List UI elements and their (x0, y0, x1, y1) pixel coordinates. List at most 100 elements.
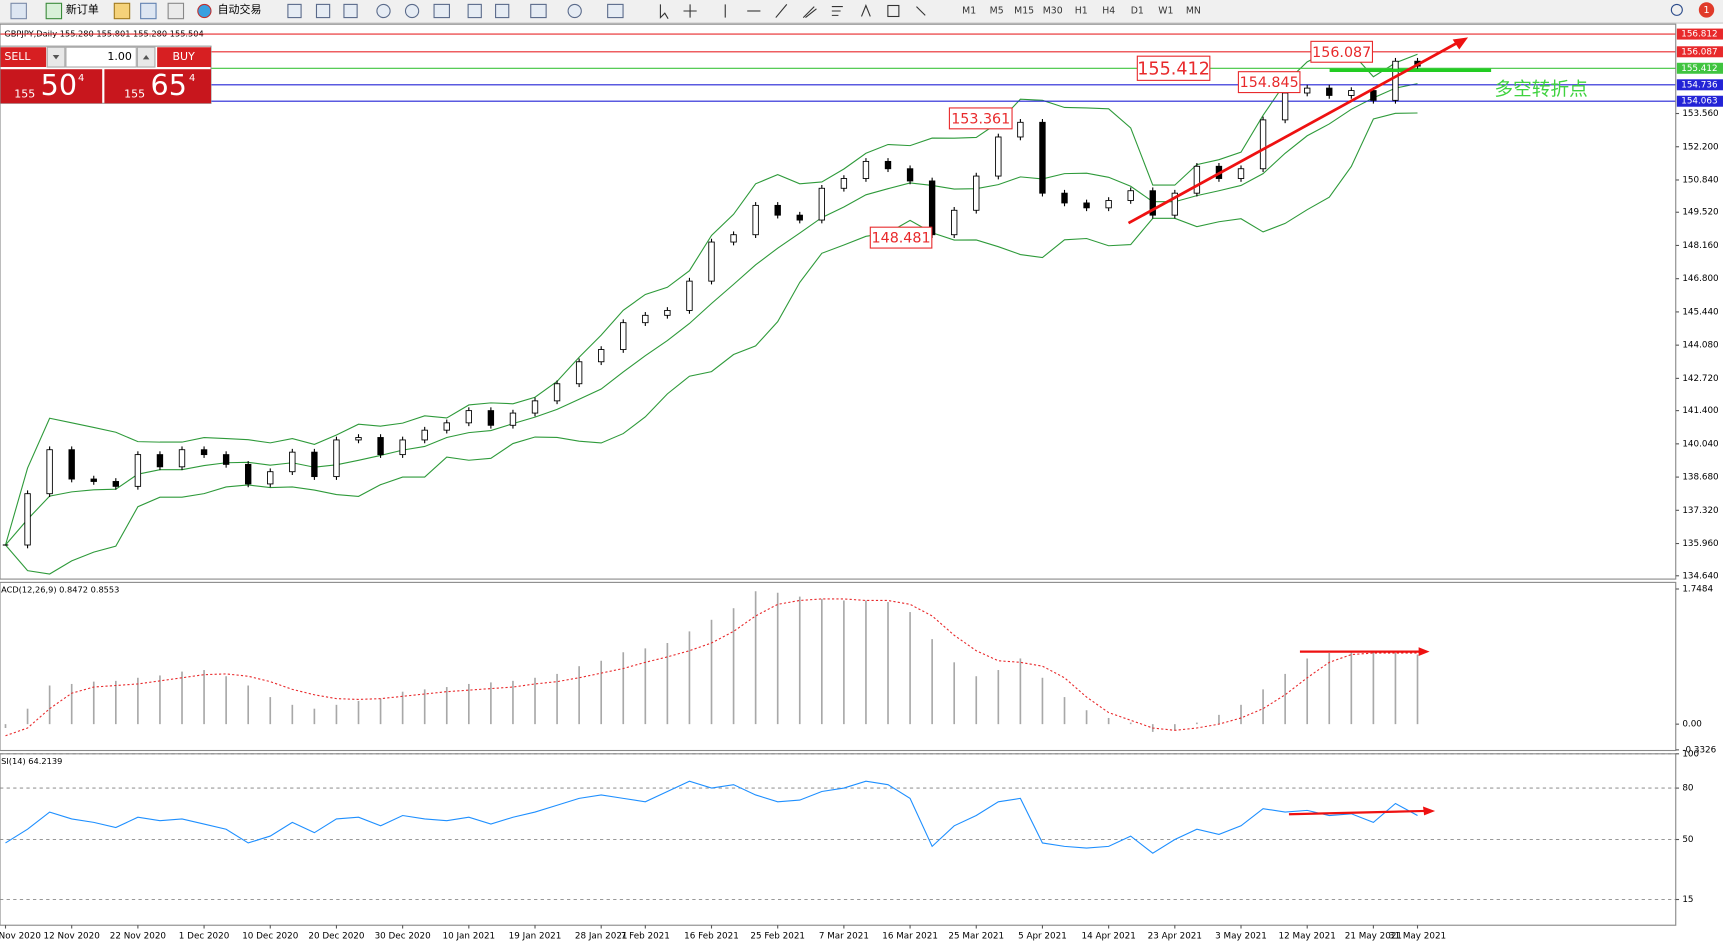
timeframe-button[interactable]: H4 (1102, 5, 1115, 16)
candle (1193, 165, 1201, 194)
candle (1149, 190, 1156, 216)
macd-frame (0, 581, 1677, 752)
candle (421, 429, 428, 441)
chart-bg (0, 24, 1676, 945)
icon-button[interactable] (467, 3, 482, 19)
timeframe-button[interactable]: M30 (1043, 5, 1063, 16)
timeframe-button[interactable]: H1 (1075, 5, 1088, 16)
indicators[interactable] (530, 3, 547, 19)
toolbar-bg (0, 0, 1723, 24)
sell-button[interactable] (0, 47, 47, 68)
channel[interactable] (802, 6, 817, 19)
candle (1259, 119, 1267, 170)
lots-input[interactable] (65, 46, 137, 68)
notification-badge[interactable] (1698, 2, 1715, 18)
candle (311, 451, 318, 478)
timeframe-button[interactable]: MN (1186, 5, 1201, 16)
timeframe-button[interactable]: W1 (1158, 5, 1173, 16)
level-tag (1676, 79, 1723, 91)
icon-button[interactable] (287, 3, 302, 19)
candle (68, 449, 75, 480)
fibo[interactable] (831, 6, 843, 16)
callout-box (1136, 55, 1211, 81)
auto-trading-button[interactable]: 自动交易 (218, 2, 262, 16)
new-order-icon[interactable] (45, 2, 63, 20)
candle (333, 439, 340, 478)
zoom-in[interactable] (376, 3, 391, 19)
y-tick-label: 149.520 (1682, 208, 1718, 218)
x-tick-label: 19 Jan 2021 (509, 932, 562, 942)
lots-value[interactable]: 1.00 (107, 50, 131, 63)
y-tick-label: 0.00 (1682, 720, 1702, 730)
x-tick-label: 7 Mar 2021 (819, 932, 869, 942)
x-tick-label: 28 Jan 2021 (575, 932, 628, 942)
icon-button[interactable] (10, 2, 27, 20)
buy-button[interactable] (157, 47, 211, 68)
bid-box[interactable] (0, 69, 103, 104)
new-order-button[interactable]: 新订单 (66, 2, 99, 16)
sell-label[interactable]: SELL (4, 50, 31, 63)
signal-line (5, 598, 1418, 737)
icon-button[interactable] (113, 2, 131, 20)
candle (1039, 121, 1046, 194)
candle (222, 454, 230, 465)
x-tick-label: 3 May 2021 (1215, 932, 1267, 942)
ask-pips: 65 (151, 68, 187, 102)
search-icon[interactable] (1670, 3, 1683, 16)
cursor[interactable] (659, 4, 669, 19)
candle (1304, 87, 1311, 94)
timeframe-button[interactable]: D1 (1131, 5, 1144, 16)
periods[interactable] (567, 3, 582, 19)
x-tick-label: 21 May 2021 (1345, 932, 1402, 942)
y-tick-label: 142.720 (1682, 374, 1718, 384)
text-tool[interactable] (860, 4, 871, 17)
annotations: 155.412 156.087 154.845 153.361 148.481 多空转折点 (869, 37, 1588, 816)
candle (399, 439, 406, 456)
rsi-arrow (1288, 809, 1426, 816)
templates[interactable] (607, 3, 624, 19)
y-tick-label: 80 (1682, 784, 1693, 794)
candle (289, 451, 296, 473)
timeframe-button[interactable]: M15 (1014, 5, 1034, 16)
y-tick-label: 144.080 (1682, 341, 1718, 351)
icon-button[interactable] (140, 2, 157, 20)
auto-trading-icon[interactable] (197, 3, 212, 19)
arrows[interactable] (916, 6, 926, 16)
buy-label[interactable]: BUY (173, 50, 196, 63)
candle (245, 463, 252, 485)
x-tick-label: 30 Dec 2020 (375, 932, 431, 942)
candle (487, 410, 495, 426)
timeframe-button[interactable]: M5 (990, 5, 1004, 16)
y-tick-label: 100 (1682, 749, 1699, 759)
callout-label: 156.087 (1312, 45, 1371, 61)
callout-label: 148.481 (872, 231, 931, 247)
x-tick-label: 12 Nov 2020 (44, 932, 100, 942)
x-tick-label: 10 Jan 2021 (442, 932, 495, 942)
label-tool[interactable] (887, 4, 900, 18)
crosshair[interactable] (683, 4, 697, 18)
level-label: 156.812 (1681, 30, 1717, 40)
icon-button[interactable] (495, 3, 510, 19)
icon-button[interactable] (167, 2, 185, 20)
icon-button[interactable] (433, 3, 450, 19)
zoom-out[interactable] (404, 3, 420, 19)
ask-point: 4 (189, 73, 195, 84)
candle (553, 383, 561, 402)
icon-button[interactable] (315, 3, 331, 19)
callout-box (869, 226, 933, 249)
candle (598, 349, 605, 363)
candle (730, 234, 737, 243)
icon-button[interactable] (343, 3, 358, 19)
candle (377, 437, 384, 456)
level-label: 156.087 (1681, 47, 1717, 57)
rsi-line (5, 780, 1418, 854)
y-tick-label: 15 (1682, 895, 1693, 905)
x-tick-label: 5 Apr 2021 (1018, 932, 1067, 942)
x-tick-label: Nov 2020 (0, 932, 41, 942)
axes: Nov 2020 12 Nov 2020 22 Nov 2020 1 Dec 2020… (0, 28, 1723, 942)
trend-line[interactable] (775, 4, 788, 18)
timeframe-button[interactable]: M1 (962, 5, 976, 16)
candle (1392, 60, 1399, 101)
ask-box[interactable] (104, 69, 211, 104)
chart-tools (287, 3, 624, 19)
